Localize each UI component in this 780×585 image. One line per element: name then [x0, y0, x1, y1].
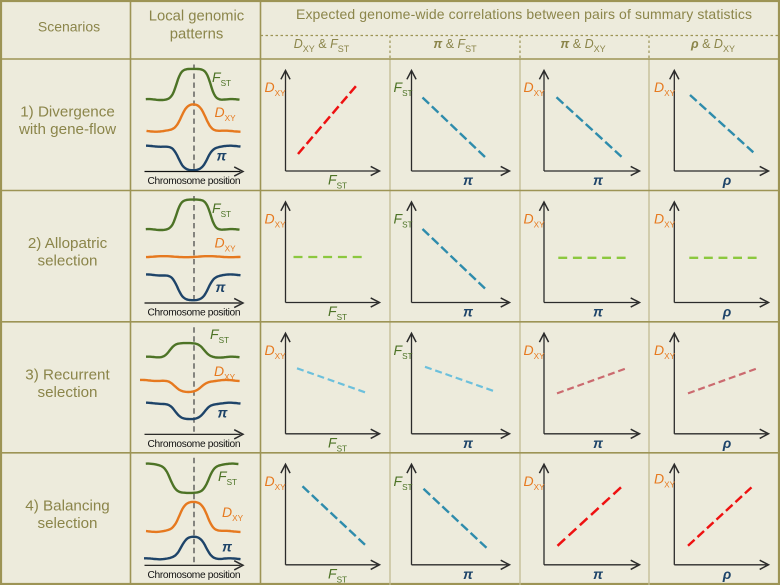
- svg-text:selection: selection: [38, 253, 98, 270]
- svg-text:selection: selection: [38, 515, 98, 532]
- svg-text:π: π: [222, 538, 233, 554]
- svg-text:π & FST: π & FST: [433, 37, 477, 54]
- svg-text:ρ: ρ: [722, 172, 732, 188]
- svg-text:π: π: [216, 279, 227, 295]
- svg-text:π: π: [217, 148, 228, 164]
- svg-text:Chromosome position: Chromosome position: [148, 308, 241, 319]
- svg-text:Chromosome position: Chromosome position: [148, 439, 241, 450]
- svg-text:selection: selection: [38, 384, 98, 401]
- svg-text:Expected genome-wide correlati: Expected genome-wide correlations betwee…: [296, 6, 752, 22]
- svg-text:π: π: [593, 566, 604, 582]
- svg-text:2) Allopatric: 2) Allopatric: [28, 235, 108, 252]
- svg-text:1) Divergence: 1) Divergence: [20, 104, 115, 121]
- svg-text:Chromosome position: Chromosome position: [148, 176, 241, 187]
- svg-text:π: π: [463, 304, 474, 320]
- svg-text:DXY & FST: DXY & FST: [294, 37, 350, 54]
- svg-text:π: π: [593, 435, 604, 451]
- svg-text:ρ: ρ: [722, 435, 732, 451]
- svg-text:π: π: [463, 566, 474, 582]
- svg-text:with gene-flow: with gene-flow: [18, 121, 116, 138]
- svg-text:Chromosome position: Chromosome position: [148, 570, 241, 581]
- svg-text:ρ: ρ: [722, 304, 732, 320]
- svg-text:π: π: [593, 304, 604, 320]
- svg-text:patterns: patterns: [170, 27, 223, 43]
- svg-text:ρ: ρ: [722, 566, 732, 582]
- svg-text:Scenarios: Scenarios: [38, 19, 100, 35]
- svg-text:π: π: [463, 435, 474, 451]
- svg-text:4) Balancing: 4) Balancing: [25, 497, 109, 514]
- svg-text:Local genomic: Local genomic: [149, 9, 245, 25]
- svg-text:π: π: [593, 172, 604, 188]
- svg-text:π: π: [218, 404, 229, 420]
- svg-text:ρ & DXY: ρ & DXY: [690, 37, 735, 54]
- svg-text:3) Recurrent: 3) Recurrent: [25, 366, 110, 383]
- svg-text:π: π: [463, 172, 474, 188]
- svg-text:π & DXY: π & DXY: [560, 37, 605, 54]
